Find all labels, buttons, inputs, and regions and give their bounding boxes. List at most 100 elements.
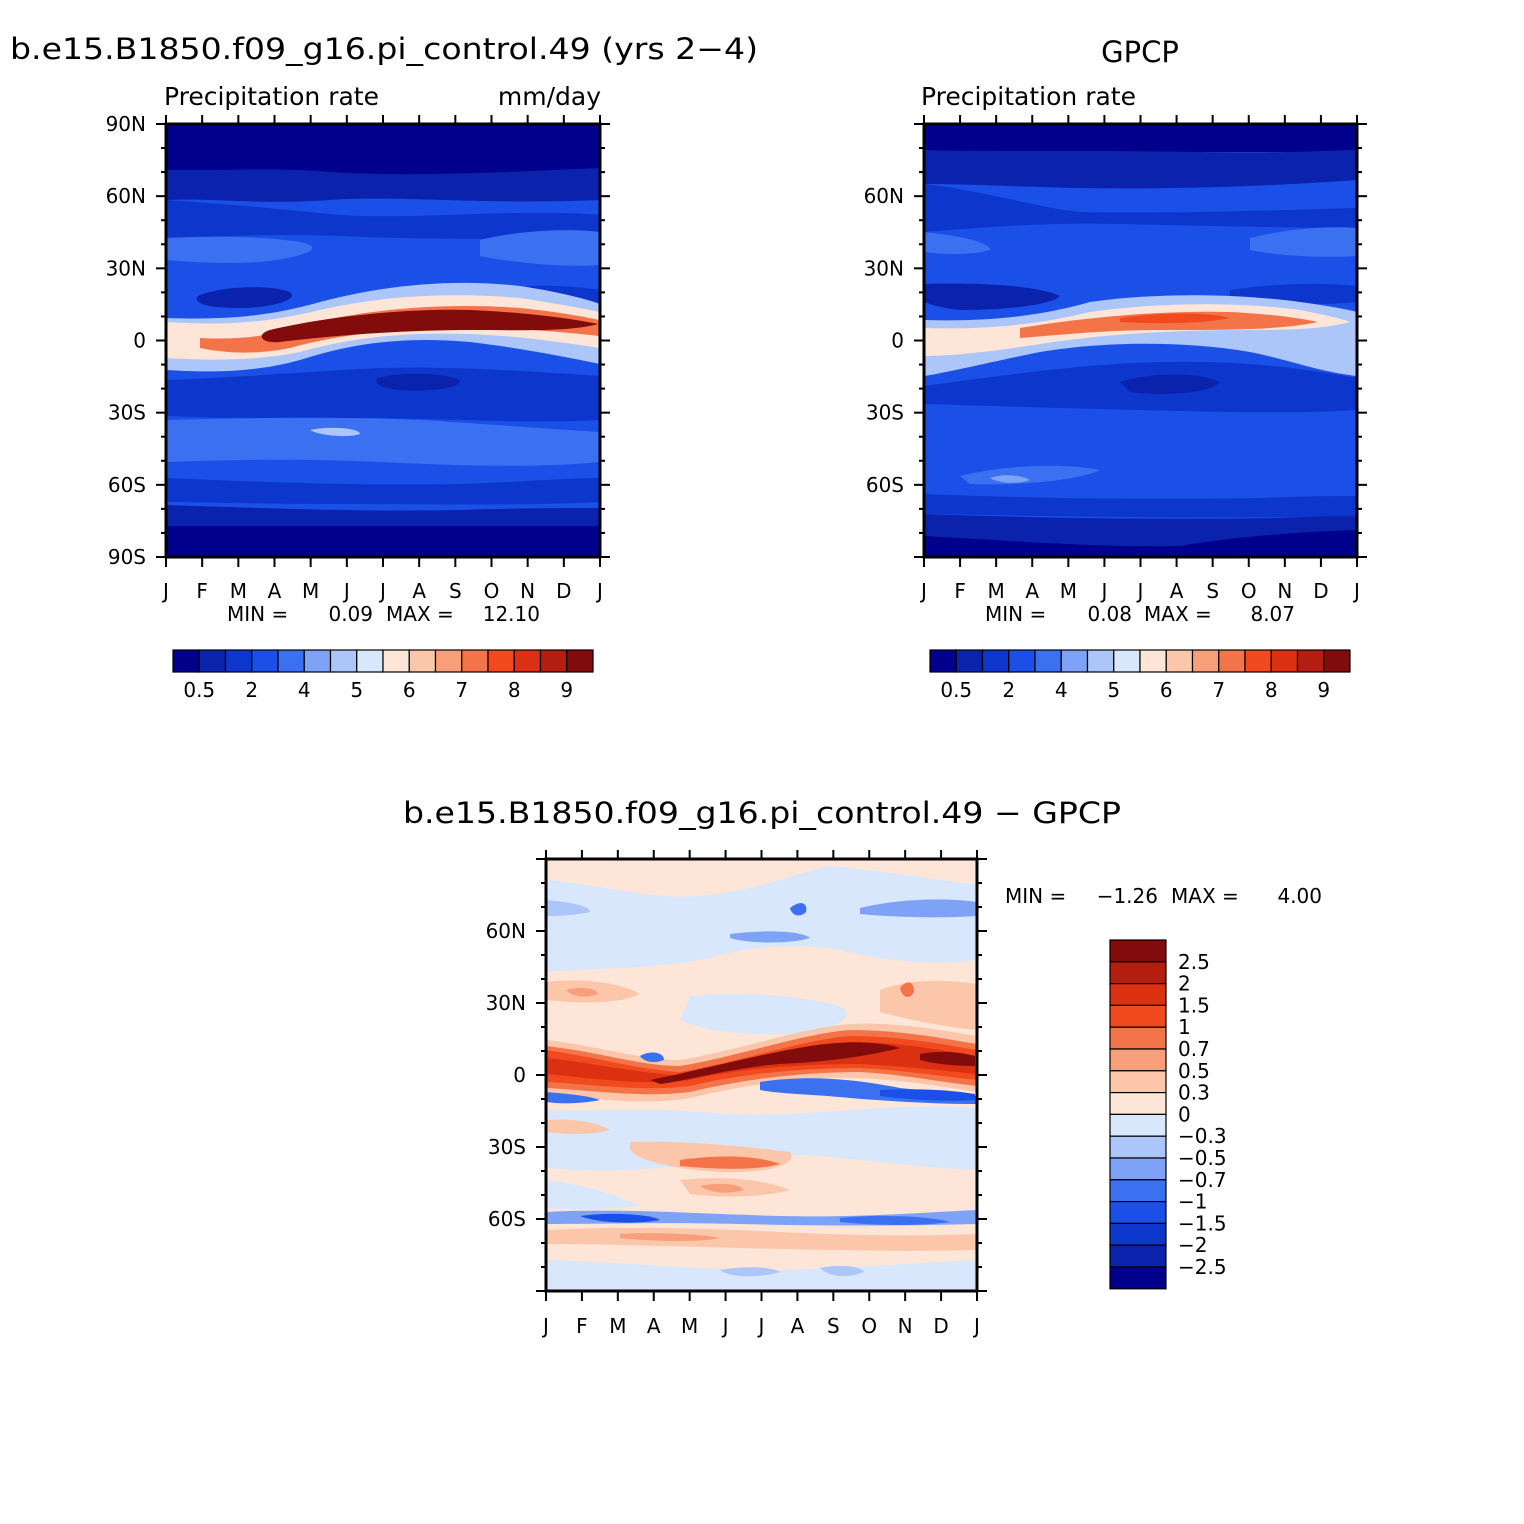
colorbar-swatch <box>566 649 594 673</box>
y-tick-label: 90N <box>106 112 146 136</box>
stats-max-label: MAX = <box>386 602 454 626</box>
panel-model: b.e15.B1850.f09_g16.pi_control.49 (yrs 2… <box>10 32 758 702</box>
stats-min-value: 0.08 <box>1087 602 1132 626</box>
colorbar-label: 4 <box>298 678 311 702</box>
colorbar-swatch <box>382 649 410 673</box>
colorbar-label: 4 <box>1055 678 1068 702</box>
y-tick-label: 60S <box>488 1207 526 1231</box>
colorbar-label: −2.5 <box>1178 1255 1227 1279</box>
contour-fill <box>924 124 1357 152</box>
colorbar-label: 6 <box>1160 678 1173 702</box>
x-tick-label: J <box>1099 579 1107 603</box>
y-tick-label: 0 <box>513 1063 526 1087</box>
colorbar-swatch <box>1109 982 1167 1006</box>
stats-min-label: MIN = <box>227 602 288 626</box>
stats-max-value: 4.00 <box>1277 884 1322 908</box>
contour-fill <box>924 530 1357 557</box>
contour-fill <box>261 309 598 343</box>
contour-fill <box>480 230 600 266</box>
x-tick-label: S <box>1206 579 1219 603</box>
colorbar-swatch <box>1109 939 1167 963</box>
colorbar-swatch <box>1086 649 1115 673</box>
colorbar-label: −1 <box>1178 1190 1207 1214</box>
contour-fill <box>166 236 313 263</box>
x-tick-label: J <box>342 579 350 603</box>
colorbar-swatch <box>1244 649 1272 673</box>
contour-fill <box>376 373 461 391</box>
y-tick-label: 90S <box>108 545 146 569</box>
contour-fill <box>166 200 600 240</box>
colorbar-swatch <box>1109 1026 1167 1050</box>
colorbar-label: 0 <box>1178 1102 1191 1126</box>
colorbar-label: 2.5 <box>1178 950 1210 974</box>
panel-diff-stats: MIN = −1.26 MAX = 4.00 <box>1005 884 1322 908</box>
x-tick-label: M <box>988 579 1005 603</box>
contour-fill <box>166 417 600 466</box>
contour-fill <box>166 526 600 557</box>
panel-model-subtitle-right: mm/day <box>498 82 601 111</box>
colorbar-swatch <box>1060 649 1089 673</box>
colorbar-label: 6 <box>403 678 416 702</box>
panel-model-title: b.e15.B1850.f09_g16.pi_control.49 (yrs 2… <box>10 32 758 66</box>
contour-fill <box>546 1092 600 1104</box>
contour-fill <box>900 982 914 997</box>
panel-model-subtitle-left: Precipitation rate <box>164 82 379 111</box>
contour-fill <box>840 1215 950 1225</box>
colorbar-swatch <box>1034 649 1062 673</box>
colorbar-label: 1.5 <box>1178 993 1210 1017</box>
x-tick-label: J <box>1352 579 1360 603</box>
stats-max-value: 12.10 <box>483 602 540 626</box>
contour-fill <box>546 900 590 916</box>
contour-fill <box>720 1267 780 1277</box>
colorbar-swatch <box>1008 649 1036 673</box>
panel-diff-title: b.e15.B1850.f09_g16.pi_control.49 − GPCP <box>403 796 1121 830</box>
x-tick-label: A <box>268 579 282 603</box>
colorbar-swatch <box>303 649 332 673</box>
stats-max-value: 8.07 <box>1250 602 1295 626</box>
x-tick-label: J <box>1136 579 1144 603</box>
colorbar-swatch <box>277 649 305 673</box>
stats-min-value: 0.09 <box>328 602 373 626</box>
contour-fill <box>166 505 600 531</box>
x-tick-label: J <box>595 579 603 603</box>
contour-fill <box>1120 374 1220 394</box>
panel-gpcp-stats: MIN = 0.08 MAX = 8.07 <box>985 602 1295 626</box>
x-tick-label: N <box>1277 579 1292 603</box>
x-tick-label: N <box>520 579 535 603</box>
colorbar-label: 0.3 <box>1178 1081 1210 1105</box>
contour-fill <box>880 1089 975 1101</box>
x-tick-label: D <box>1313 579 1328 603</box>
contour-fill <box>620 1233 720 1241</box>
stats-max-label: MAX = <box>1144 602 1212 626</box>
colorbar-swatch <box>1323 649 1351 673</box>
colorbar-label: 5 <box>350 678 363 702</box>
colorbar-label: 9 <box>560 678 573 702</box>
colorbar-label: −0.3 <box>1178 1124 1227 1148</box>
colorbar-swatch <box>1270 649 1299 673</box>
contour-fill <box>820 1265 864 1277</box>
contour-fill <box>546 866 977 972</box>
y-tick-label: 30N <box>864 256 904 280</box>
panel-diff-field <box>546 859 977 1291</box>
colorbar-label: −2 <box>1178 1233 1207 1257</box>
colorbar-swatch <box>1109 1222 1167 1246</box>
colorbar-swatch <box>172 649 200 673</box>
colorbar-label: 0.7 <box>1178 1037 1210 1061</box>
x-tick-label: M <box>302 579 319 603</box>
panel-diff-colorbar: 2.521.510.70.50.30−0.3−0.5−0.7−1−1.5−2−2… <box>1109 939 1227 1290</box>
contour-fill <box>730 931 810 943</box>
x-tick-label: F <box>196 579 208 603</box>
colorbar-label: 0.5 <box>183 678 215 702</box>
contour-fill <box>640 1052 664 1063</box>
colorbar-swatch <box>1109 1048 1167 1072</box>
panel-gpcp-subtitle-left: Precipitation rate <box>921 82 1136 111</box>
x-tick-label: F <box>954 579 966 603</box>
x-tick-label: M <box>681 1314 698 1338</box>
colorbar-swatch <box>513 649 542 673</box>
x-tick-label: J <box>919 579 927 603</box>
colorbar-swatch <box>955 649 984 673</box>
colorbar-swatch <box>408 649 437 673</box>
x-tick-label: M <box>609 1314 626 1338</box>
x-tick-label: S <box>827 1314 840 1338</box>
